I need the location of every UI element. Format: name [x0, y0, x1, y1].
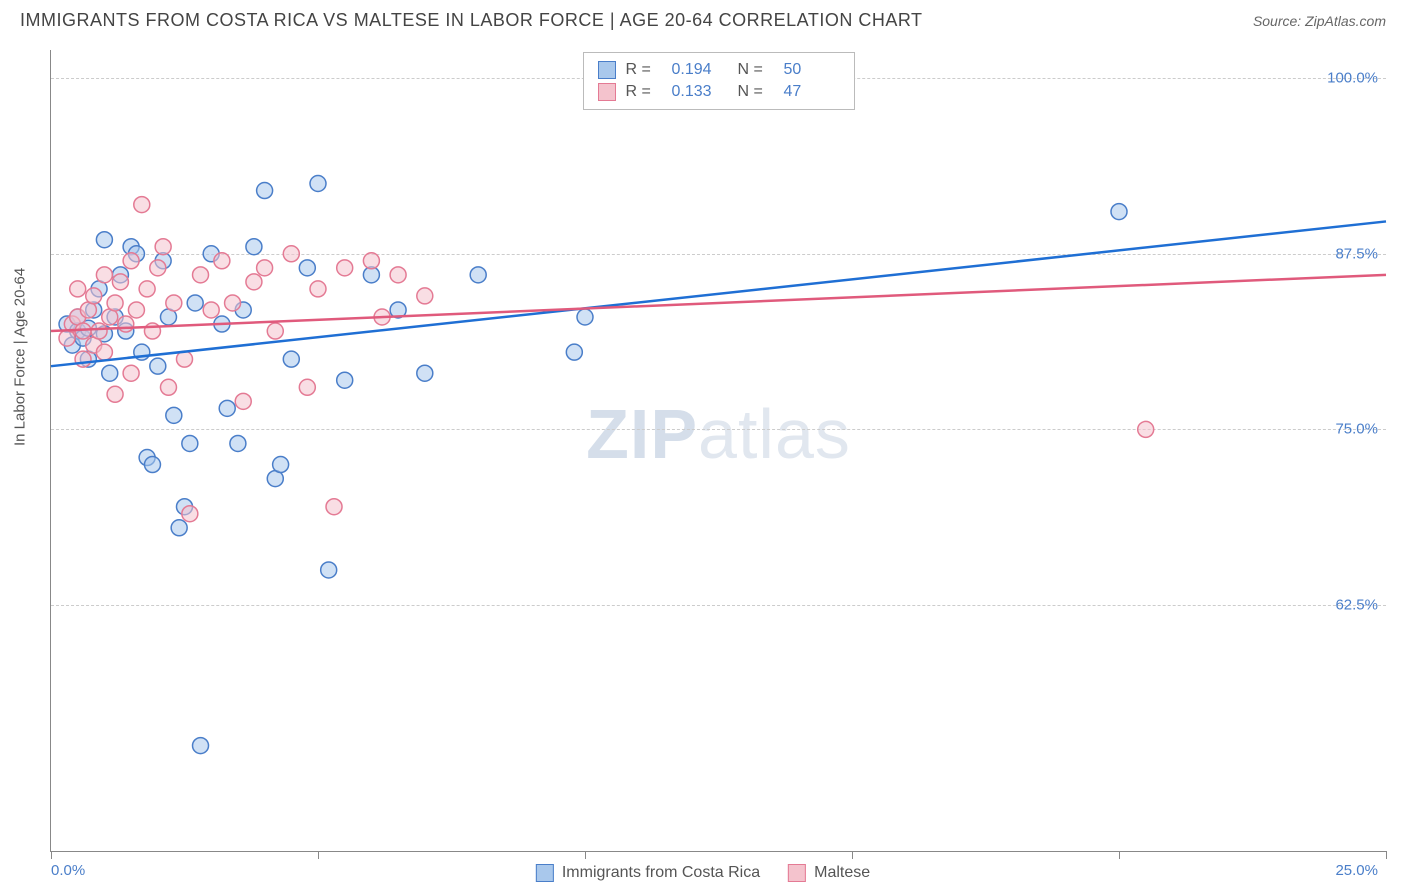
r-label-1: R =	[626, 83, 662, 101]
data-point	[96, 232, 112, 248]
data-point	[214, 253, 230, 269]
x-tick	[852, 851, 853, 859]
chart-title: IMMIGRANTS FROM COSTA RICA VS MALTESE IN…	[20, 10, 923, 31]
chart-plot-area: ZIPatlas 62.5%75.0%87.5%100.0% 0.0% 25.0…	[50, 50, 1386, 852]
n-label-1: N =	[738, 83, 774, 101]
data-point	[363, 253, 379, 269]
data-point	[246, 274, 262, 290]
stats-row-series-1: R = 0.133 N = 47	[598, 81, 840, 103]
data-point	[107, 386, 123, 402]
chart-header: IMMIGRANTS FROM COSTA RICA VS MALTESE IN…	[0, 0, 1406, 39]
source-label: Source:	[1253, 13, 1301, 29]
data-point	[1138, 421, 1154, 437]
x-max-label: 25.0%	[1335, 862, 1378, 879]
data-point	[166, 407, 182, 423]
data-point	[417, 288, 433, 304]
data-point	[123, 253, 139, 269]
data-point	[337, 260, 353, 276]
legend-item-0: Immigrants from Costa Rica	[536, 864, 760, 882]
data-point	[577, 309, 593, 325]
legend-label-1: Maltese	[814, 864, 870, 882]
data-point	[86, 288, 102, 304]
data-point	[96, 267, 112, 283]
y-axis-label: In Labor Force | Age 20-64	[12, 268, 29, 446]
data-point	[155, 239, 171, 255]
swatch-series-0	[598, 61, 616, 79]
x-tick	[585, 851, 586, 859]
data-point	[1111, 204, 1127, 220]
data-point	[70, 281, 86, 297]
legend-swatch-1	[788, 864, 806, 882]
data-point	[182, 435, 198, 451]
data-point	[91, 323, 107, 339]
data-point	[75, 351, 91, 367]
data-point	[112, 274, 128, 290]
source-attribution: Source: ZipAtlas.com	[1253, 13, 1386, 29]
data-point	[134, 197, 150, 213]
x-tick	[51, 851, 52, 859]
data-point	[267, 323, 283, 339]
data-point	[219, 400, 235, 416]
x-tick	[318, 851, 319, 859]
data-point	[182, 506, 198, 522]
data-point	[96, 344, 112, 360]
data-point	[310, 281, 326, 297]
data-point	[257, 183, 273, 199]
data-point	[171, 520, 187, 536]
n-label-0: N =	[738, 61, 774, 79]
data-point	[193, 738, 209, 754]
data-point	[257, 260, 273, 276]
data-point	[299, 260, 315, 276]
data-point	[139, 281, 155, 297]
data-point	[337, 372, 353, 388]
source-value: ZipAtlas.com	[1305, 13, 1386, 29]
data-point	[273, 457, 289, 473]
data-point	[128, 302, 144, 318]
data-point	[283, 246, 299, 262]
data-point	[417, 365, 433, 381]
data-point	[160, 379, 176, 395]
stats-row-series-0: R = 0.194 N = 50	[598, 59, 840, 81]
data-point	[144, 457, 160, 473]
stats-legend: R = 0.194 N = 50 R = 0.133 N = 47	[583, 52, 855, 110]
x-min-label: 0.0%	[51, 862, 85, 879]
data-point	[203, 302, 219, 318]
data-point	[321, 562, 337, 578]
swatch-series-1	[598, 83, 616, 101]
data-point	[225, 295, 241, 311]
data-point	[107, 295, 123, 311]
data-point	[326, 499, 342, 515]
data-point	[118, 316, 134, 332]
r-label-0: R =	[626, 61, 662, 79]
data-point	[246, 239, 262, 255]
data-point	[123, 365, 139, 381]
data-point	[166, 295, 182, 311]
n-value-1: 47	[784, 83, 840, 101]
data-point	[299, 379, 315, 395]
data-point	[566, 344, 582, 360]
data-point	[283, 351, 299, 367]
data-point	[102, 365, 118, 381]
r-value-0: 0.194	[672, 61, 728, 79]
data-point	[470, 267, 486, 283]
data-point	[230, 435, 246, 451]
data-point	[187, 295, 203, 311]
scatter-svg	[51, 50, 1386, 851]
data-point	[390, 267, 406, 283]
data-point	[235, 393, 251, 409]
data-point	[150, 358, 166, 374]
r-value-1: 0.133	[672, 83, 728, 101]
n-value-0: 50	[784, 61, 840, 79]
data-point	[150, 260, 166, 276]
data-point	[310, 176, 326, 192]
legend-label-0: Immigrants from Costa Rica	[562, 864, 760, 882]
legend-item-1: Maltese	[788, 864, 870, 882]
series-legend: Immigrants from Costa Rica Maltese	[536, 864, 870, 882]
x-tick	[1119, 851, 1120, 859]
legend-swatch-0	[536, 864, 554, 882]
data-point	[193, 267, 209, 283]
x-tick	[1386, 851, 1387, 859]
